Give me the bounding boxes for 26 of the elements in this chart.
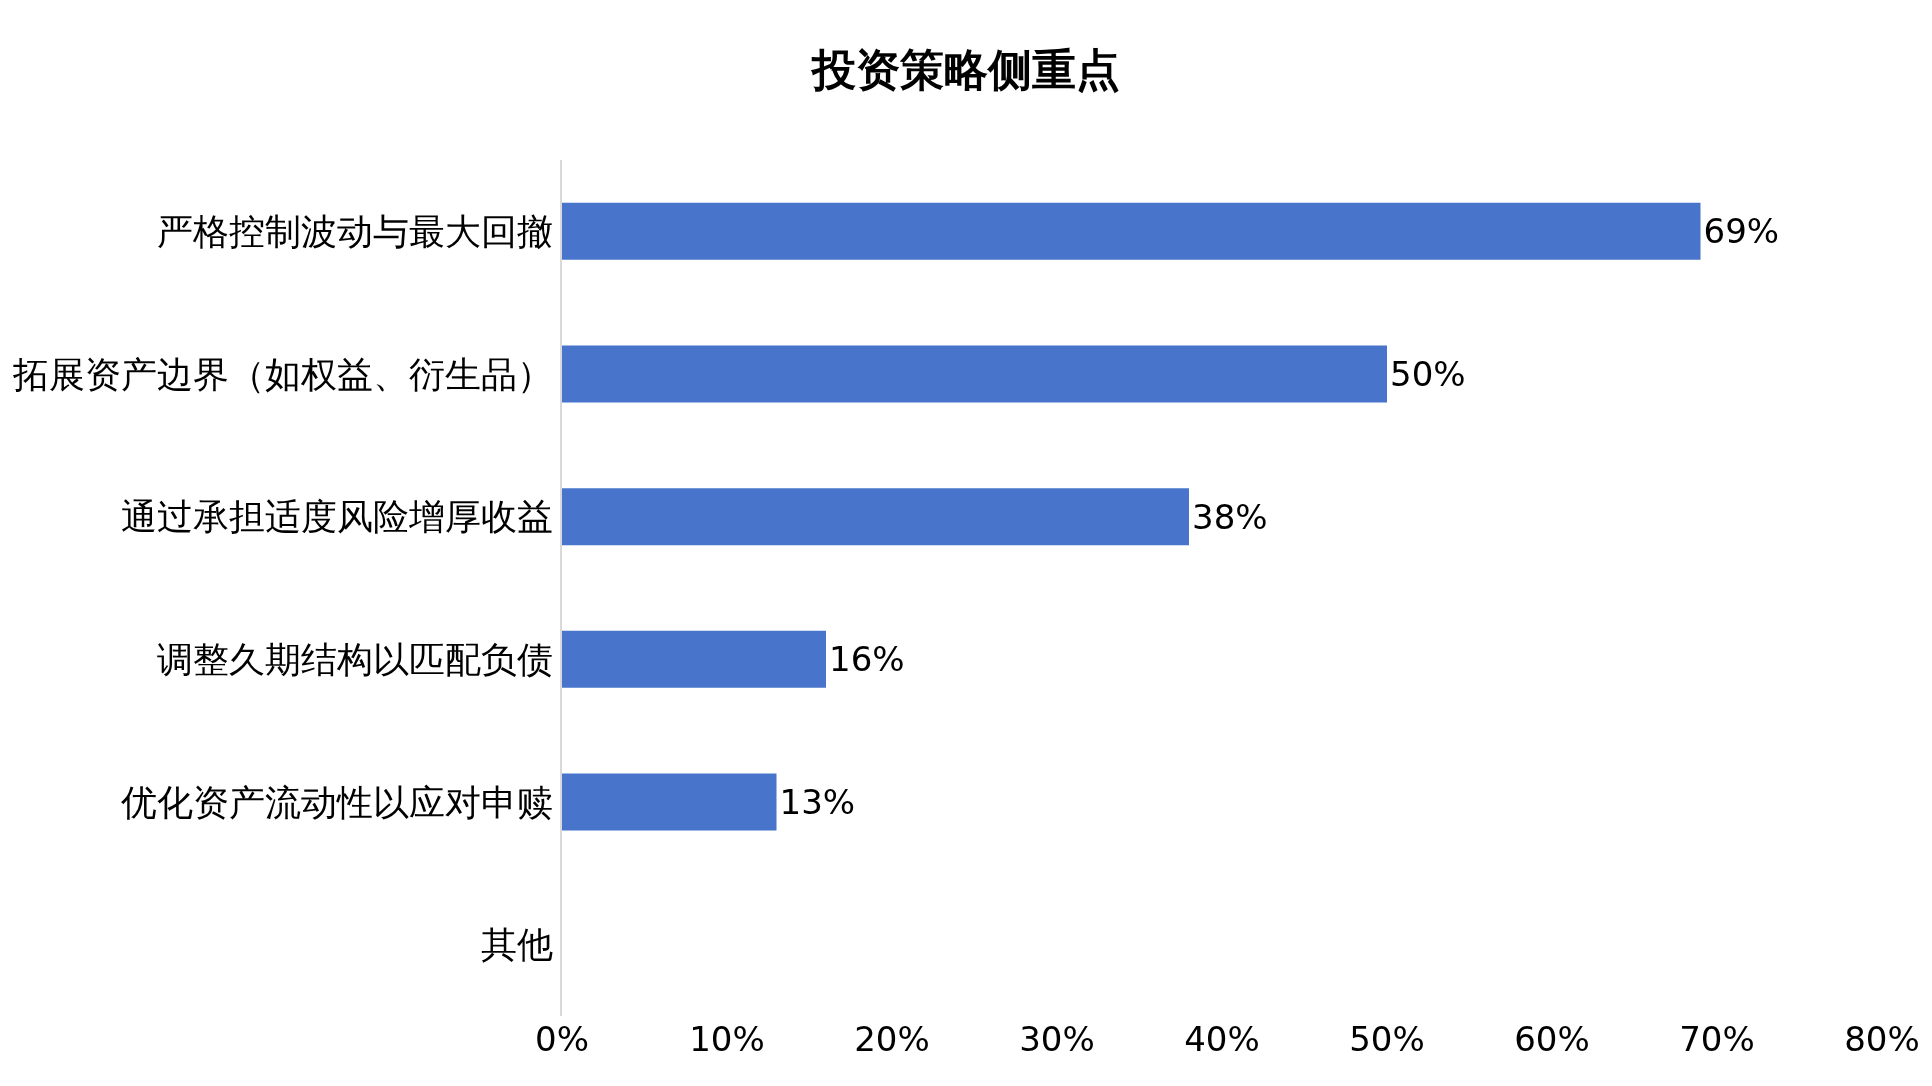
- x-tick-label: 20%: [854, 1019, 930, 1059]
- y-tick-label: 通过承担适度风险增厚收益: [120, 496, 553, 538]
- bar: [562, 345, 1387, 403]
- data-label: 16%: [829, 639, 905, 680]
- bar: [562, 630, 826, 688]
- bar: [562, 488, 1189, 546]
- x-tick-label: 30%: [1019, 1019, 1095, 1059]
- data-label: 69%: [1703, 211, 1780, 252]
- x-tick-label: 40%: [1184, 1019, 1260, 1059]
- y-tick-label: 拓展资产边界（如权益、衍生品）: [11, 353, 553, 395]
- x-tick-label: 70%: [1679, 1019, 1755, 1059]
- y-tick-label: 其他: [480, 924, 553, 966]
- x-tick-label: 60%: [1514, 1019, 1590, 1059]
- y-tick-label: 优化资产流动性以应对申赎: [120, 781, 553, 823]
- bar: [562, 202, 1701, 260]
- bar: [562, 773, 777, 831]
- x-tick-label: 0%: [535, 1019, 589, 1059]
- y-tick-label: 调整久期结构以匹配负债: [156, 638, 553, 680]
- data-label: 50%: [1390, 354, 1466, 394]
- chart-title: 投资策略侧重点: [810, 44, 1120, 96]
- data-label: 38%: [1192, 496, 1268, 537]
- x-tick-label: 10%: [689, 1019, 765, 1059]
- x-tick-label: 50%: [1349, 1019, 1425, 1059]
- y-tick-label: 严格控制波动与最大回撤: [156, 210, 553, 252]
- data-label: 13%: [779, 782, 856, 822]
- x-tick-label: 80%: [1844, 1019, 1920, 1059]
